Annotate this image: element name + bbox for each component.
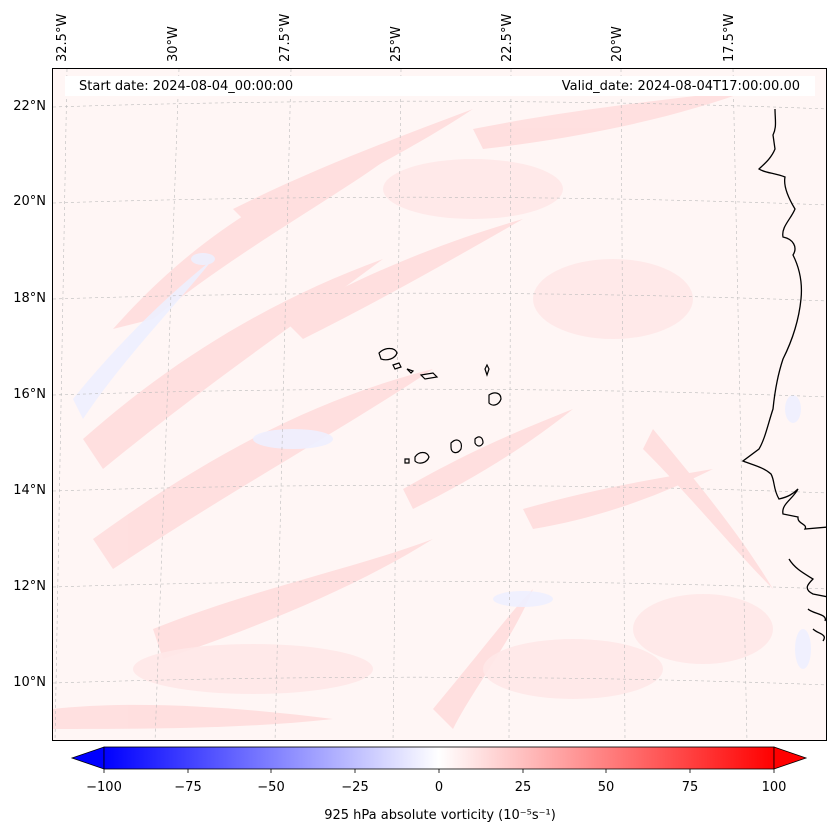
vorticity-field	[53, 69, 826, 740]
lon-label-22-5w: 22.5°W	[500, 13, 515, 62]
lon-label-32-5w: 32.5°W	[55, 13, 70, 62]
africa-coastline	[741, 108, 826, 642]
colorbar-tick-0: 0	[434, 780, 444, 795]
lat-label-16n: 16°N	[13, 387, 46, 402]
start-date-label: Start date: 2024-08-04_00:00:00	[79, 79, 294, 94]
lat-label-18n: 18°N	[13, 291, 46, 306]
colorbar-extend-low	[70, 746, 105, 770]
colorbar-tick-100: 100	[761, 780, 787, 795]
colorbar-extend-high	[773, 746, 808, 770]
colorbar-tick-minus-50: −50	[257, 780, 285, 795]
colorbar-ticks	[103, 769, 775, 773]
header-band	[65, 76, 815, 96]
lat-label-20n: 20°N	[13, 194, 46, 209]
colorbar-tick-minus-75: −75	[174, 780, 202, 795]
colorbar-tick-50: 50	[597, 780, 615, 795]
lon-label-20w: 20°W	[610, 26, 625, 62]
lon-label-17-5w: 17.5°W	[722, 13, 737, 62]
negative-vorticity-patches	[73, 253, 811, 669]
colorbar-gradient	[103, 746, 775, 770]
weak-positive-areas	[133, 159, 773, 699]
lat-label-14n: 14°N	[13, 483, 46, 498]
cape-verde-islands	[378, 347, 502, 464]
graticule	[53, 69, 826, 740]
colorbar-tick-75: 75	[681, 780, 699, 795]
lat-label-10n: 10°N	[13, 675, 46, 690]
lat-label-22n: 22°N	[13, 99, 46, 114]
lon-label-30w: 30°W	[166, 26, 181, 62]
lon-label-25w: 25°W	[389, 26, 404, 62]
lon-label-27-5w: 27.5°W	[278, 13, 293, 62]
valid-date-label: Valid_date: 2024-08-04T17:00:00.00	[561, 79, 800, 94]
colorbar-label: 925 hPa absolute vorticity (10⁻⁵s⁻¹)	[324, 808, 556, 823]
colorbar-tick-minus-100: −100	[86, 780, 122, 795]
colorbar	[70, 746, 808, 773]
lat-label-12n: 12°N	[13, 579, 46, 594]
map-panel[interactable]: Start date: 2024-08-04_00:00:00 Valid_da…	[52, 68, 827, 741]
colorbar-tick-minus-25: −25	[341, 780, 369, 795]
colorbar-tick-25: 25	[514, 780, 532, 795]
